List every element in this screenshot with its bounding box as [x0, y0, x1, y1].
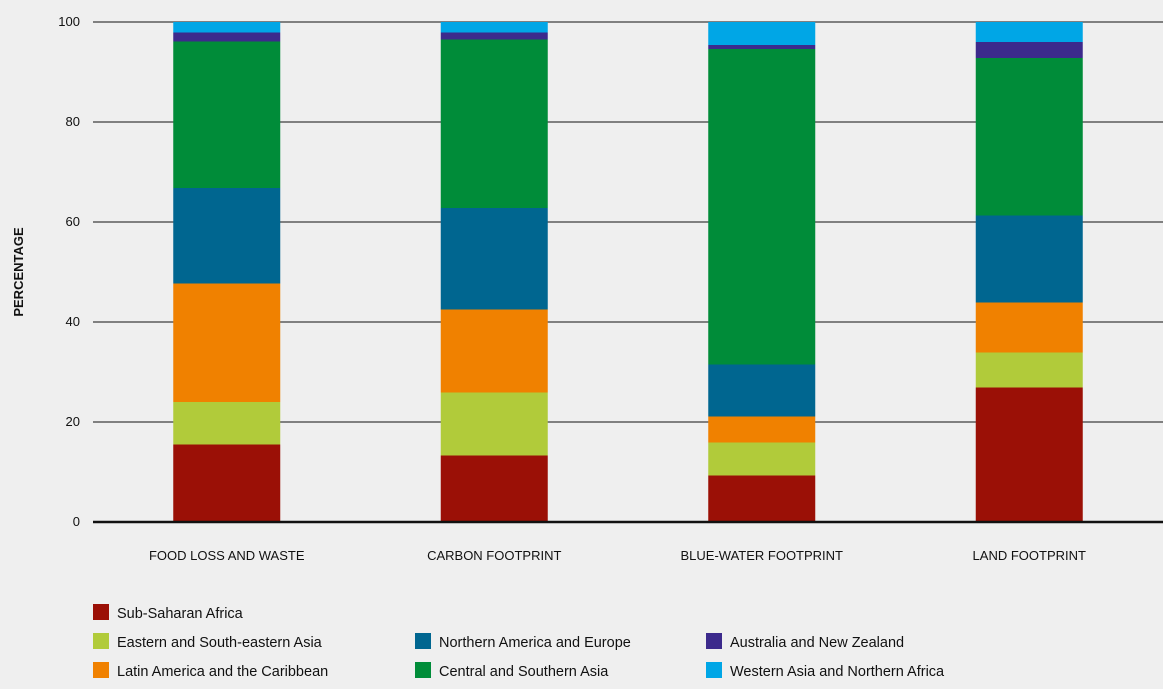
bar-segment: [708, 416, 816, 443]
bar-segment: [708, 364, 816, 417]
bar-segment: [708, 49, 816, 365]
y-tick-label: 40: [66, 314, 80, 329]
bar-segment: [708, 475, 816, 522]
legend-swatch: [706, 662, 722, 678]
legend-swatch: [93, 633, 109, 649]
bar-segment: [440, 208, 548, 310]
legend-label: Latin America and the Caribbean: [117, 664, 328, 680]
x-category-label: FOOD LOSS AND WASTE: [149, 548, 305, 563]
y-tick-label: 0: [73, 514, 80, 529]
bar-segment: [975, 387, 1083, 522]
y-tick-label: 60: [66, 214, 80, 229]
bar-segment: [440, 455, 548, 522]
bar-segment: [708, 22, 816, 45]
axes: 0 20 40 60 80 100 FOOD LOSS AND WASTE CARBON FO…: [58, 14, 1163, 563]
legend-swatch: [93, 604, 109, 620]
bar-segment: [975, 302, 1083, 353]
bar-segment: [173, 41, 281, 188]
bar-segment: [173, 22, 281, 33]
legend: Sub-Saharan Africa Eastern and South-east…: [93, 604, 945, 680]
y-tick-label: 20: [66, 414, 80, 429]
bar-segment: [708, 45, 816, 49]
legend-label: Sub-Saharan Africa: [117, 606, 244, 622]
x-category-label: LAND FOOTPRINT: [973, 548, 1086, 563]
y-axis-title: PERCENTAGE: [11, 227, 26, 317]
bar-segment: [440, 392, 548, 456]
bar-segment: [440, 39, 548, 208]
bar-segment: [975, 42, 1083, 58]
bar-segment: [440, 22, 548, 33]
bar-segment: [173, 402, 281, 445]
x-category-label: BLUE-WATER FOOTPRINT: [681, 548, 844, 563]
legend-swatch: [706, 633, 722, 649]
legend-swatch: [415, 633, 431, 649]
bar-segment: [173, 188, 281, 284]
legend-label: Eastern and South-eastern Asia: [117, 635, 323, 651]
y-tick-label: 100: [58, 14, 80, 29]
bar-segment: [975, 215, 1083, 303]
bar-segment: [975, 22, 1083, 42]
y-tick-label: 80: [66, 114, 80, 129]
bar-segment: [440, 32, 548, 40]
legend-label: Australia and New Zealand: [730, 635, 904, 651]
x-category-label: CARBON FOOTPRINT: [427, 548, 561, 563]
legend-swatch: [415, 662, 431, 678]
legend-label: Northern America and Europe: [439, 635, 631, 651]
legend-label: Central and Southern Asia: [439, 664, 609, 680]
bars: [173, 22, 1083, 522]
bar-segment: [975, 58, 1083, 216]
bar-segment: [173, 444, 281, 522]
bar-segment: [173, 283, 281, 402]
bar-segment: [173, 32, 281, 42]
bar-segment: [975, 352, 1083, 388]
bar-segment: [440, 309, 548, 393]
legend-swatch: [93, 662, 109, 678]
legend-label: Western Asia and Northern Africa: [730, 664, 945, 680]
bar-segment: [708, 442, 816, 476]
